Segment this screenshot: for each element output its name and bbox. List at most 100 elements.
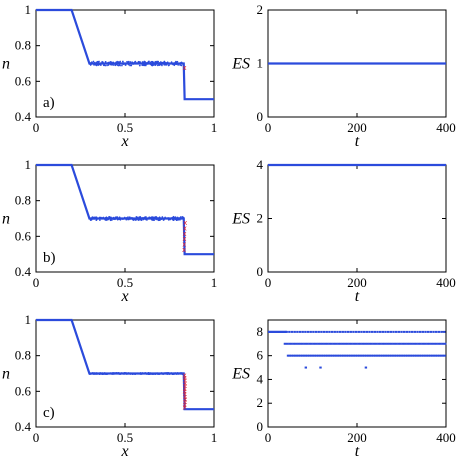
es-series-point: [331, 354, 334, 357]
plateau-noise-point: [164, 62, 167, 65]
y-tick-label: 0.6: [15, 383, 32, 398]
plateau-noise-point: [136, 372, 138, 375]
plateau-noise-point: [153, 219, 155, 222]
panel-label: b): [43, 250, 56, 266]
y-tick-label: 1: [25, 312, 32, 327]
es-series-point: [441, 342, 445, 345]
es-series-point: [394, 342, 398, 345]
es-series-point: [293, 354, 297, 357]
plateau-noise-point: [126, 62, 129, 65]
plateau-noise-point: [178, 372, 181, 375]
shock-marker: x: [183, 398, 187, 406]
plateau-noise-point: [95, 64, 97, 66]
shock-marker: x: [183, 385, 187, 393]
plateau-noise-point: [112, 61, 114, 64]
plateau-noise-point: [133, 62, 135, 64]
plateau-noise-point: [148, 372, 150, 375]
es-series-point: [325, 342, 329, 345]
es-series-point: [374, 354, 377, 357]
es-series-point: [290, 342, 293, 345]
y-tick-label: 1: [25, 157, 32, 172]
plateau-noise-point: [161, 372, 164, 375]
es-series-point: [333, 330, 336, 333]
es-series-point: [346, 330, 350, 333]
es-series-point: [395, 354, 398, 357]
plateau-noise-point: [160, 372, 163, 375]
plateau-noise-point: [180, 218, 183, 220]
es-series-point: [362, 330, 366, 333]
es-series-point: [429, 330, 433, 333]
es-series-point: [411, 354, 414, 357]
es-series-point: [426, 342, 429, 345]
es-series-point: [368, 330, 371, 333]
es-series-point: [333, 354, 336, 357]
es-series-point: [330, 342, 333, 345]
plateau-noise-point: [123, 216, 126, 219]
es-series-point: [413, 354, 416, 357]
shock-marker: x: [183, 371, 187, 379]
x-axis-label: t: [355, 133, 360, 150]
es-series-point: [311, 354, 315, 357]
es-series-point: [328, 330, 331, 333]
plateau-noise-point: [176, 218, 179, 220]
plateau-noise-point: [165, 372, 167, 374]
es-series-point: [370, 354, 373, 357]
plateau-noise-point: [118, 373, 120, 375]
plateau-noise-point: [169, 218, 171, 221]
y-tick-label: 0.8: [15, 348, 31, 363]
plateau-noise-point: [162, 219, 165, 221]
plateau-noise-point: [179, 62, 181, 65]
es-series-point: [434, 354, 437, 357]
plateau-noise-point: [157, 219, 160, 222]
y-axis-label: n: [2, 366, 10, 383]
es-series-point: [347, 354, 350, 357]
plateau-noise-point: [103, 372, 106, 374]
es-series-point: [343, 354, 347, 357]
es-series-point: [401, 342, 405, 345]
es-series-point: [421, 330, 425, 333]
x-tick-label: 0: [33, 430, 40, 445]
es-series-point: [299, 342, 302, 345]
plateau-noise-point: [148, 60, 150, 63]
plateau-noise-point: [155, 218, 157, 220]
panel-label: c): [43, 405, 55, 421]
es-series-point: [405, 330, 409, 333]
es-series-point: [303, 342, 307, 345]
es-series-point: [432, 342, 436, 345]
plateau-noise-point: [167, 64, 170, 67]
plateau-noise-point: [100, 62, 103, 65]
plateau-noise-point: [143, 64, 145, 67]
es-series-point: [341, 342, 344, 345]
plateau-noise-point: [108, 63, 110, 65]
axes-frame: [267, 319, 447, 428]
y-tick-label: 0: [257, 419, 264, 434]
plateau-noise-point: [158, 64, 161, 67]
x-tick-label: 400: [436, 120, 456, 135]
plateau-noise-point: [119, 219, 122, 221]
x-tick-label: 0: [265, 275, 272, 290]
plateau-noise-point: [93, 61, 96, 64]
plateau-noise-point: [150, 60, 153, 63]
plateau-noise-point: [169, 62, 171, 65]
es-series-point: [313, 354, 316, 357]
es-series-point: [374, 342, 378, 345]
es-series-point: [376, 330, 379, 333]
es-series-point: [310, 342, 313, 345]
es-series-point: [358, 354, 361, 357]
x-tick-label: 200: [347, 120, 367, 135]
es-series-point: [408, 330, 411, 333]
plateau-noise-point: [128, 217, 131, 219]
plateau-noise-point: [134, 62, 137, 65]
es-series-point: [402, 330, 406, 333]
es-series-point: [438, 354, 441, 357]
es-series-point: [354, 342, 358, 345]
es-series-point: [290, 354, 293, 357]
plateau-noise-point: [125, 62, 127, 65]
es-isolated-point: [304, 366, 308, 369]
plateau-noise-point: [134, 60, 136, 63]
plateau-noise-point: [151, 218, 154, 221]
x-tick-label: 200: [347, 430, 367, 445]
shock-marker: x: [183, 64, 187, 72]
y-tick-label: 0.4: [15, 264, 32, 279]
shock-marker: x: [183, 382, 187, 390]
